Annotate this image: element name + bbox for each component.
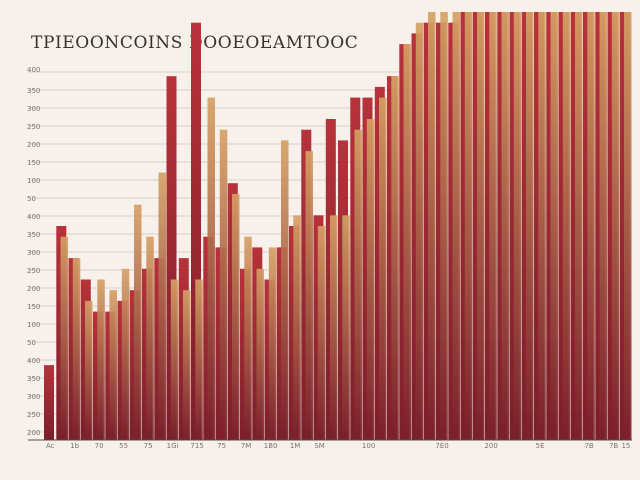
bar [611,12,620,440]
bar [183,290,191,440]
x-tick-label: 15 [621,442,630,450]
y-tick-label: 250 [27,123,40,131]
y-tick-label: 200 [27,429,40,437]
x-tick-label: SM [314,442,324,450]
bar [575,12,583,440]
x-tick-label: 7E0 [435,442,448,450]
y-tick-label: 400 [27,213,40,221]
bar [72,258,81,440]
x-tick-label: 70 [95,442,104,450]
bar [428,12,436,440]
x-tick-label: 715 [190,442,203,450]
y-tick-label: 300 [27,105,40,113]
bar [538,12,546,440]
y-tick-label: 150 [27,303,40,311]
y-tick-label: 300 [27,393,40,401]
bar [232,193,240,440]
x-tick-label: 5E [536,442,545,450]
bar [477,12,485,440]
bar [134,204,142,440]
x-tick-label: 1b [70,442,79,450]
y-tick-label: 350 [27,231,40,239]
y-tick-label: 50 [27,339,36,347]
y-tick-label: 250 [27,267,40,275]
y-tick-label: 300 [27,249,40,257]
bar [550,12,558,440]
bar [440,12,448,440]
bar [330,215,338,440]
bar [44,365,54,440]
x-tick-label: 1Gi [167,442,179,450]
bar [268,247,277,440]
bar [293,215,301,440]
bar [562,12,571,440]
bar [599,12,607,440]
bar [97,279,105,440]
bar [305,151,313,440]
x-tick-label: 75 [217,442,226,450]
bar [391,76,399,440]
y-tick-label: 50 [27,195,36,203]
bar [60,236,68,440]
bar [489,12,497,440]
x-tick-label: 55 [119,442,128,450]
bar [366,119,375,440]
bar [452,12,460,440]
x-tick-label: 100 [362,442,375,450]
bar [256,268,264,440]
bar [158,172,166,440]
bar [379,97,387,440]
y-tick-label: 200 [27,285,40,293]
x-tick-label: 1B0 [264,442,278,450]
bar [526,12,534,440]
bar [587,12,595,440]
bar [501,12,509,440]
bar [624,12,632,440]
y-tick-label: 400 [27,357,40,365]
y-tick-label: 200 [27,141,40,149]
bar [403,44,411,440]
y-tick-label: 100 [27,177,40,185]
bar [342,215,350,440]
bar [317,226,326,440]
bar [121,268,130,440]
bar [195,279,203,440]
bar [109,290,117,440]
bar [207,97,215,440]
bar [85,300,93,440]
bar [513,12,522,440]
y-tick-label: 100 [27,321,40,329]
bar [219,129,228,440]
bar [464,12,473,440]
y-tick-label: 250 [27,411,40,419]
bar [146,236,154,440]
bar [415,22,424,440]
bar [166,76,177,440]
bar [244,236,252,440]
x-tick-label: 1M [290,442,301,450]
y-tick-label: 350 [27,375,40,383]
y-tick-label: 150 [27,159,40,167]
bar [354,129,362,440]
x-tick-label: 7M [241,442,252,450]
y-tick-label: 400 [27,66,40,74]
x-tick-label: 200 [484,442,497,450]
bar [170,279,179,440]
x-tick-label: 7B [584,442,593,450]
bar [281,140,289,440]
bar [191,22,201,440]
y-tick-label: 350 [27,87,40,95]
x-tick-label: 75 [144,442,153,450]
x-tick-label: Ac [46,442,55,450]
x-tick-label: 7B [609,442,618,450]
